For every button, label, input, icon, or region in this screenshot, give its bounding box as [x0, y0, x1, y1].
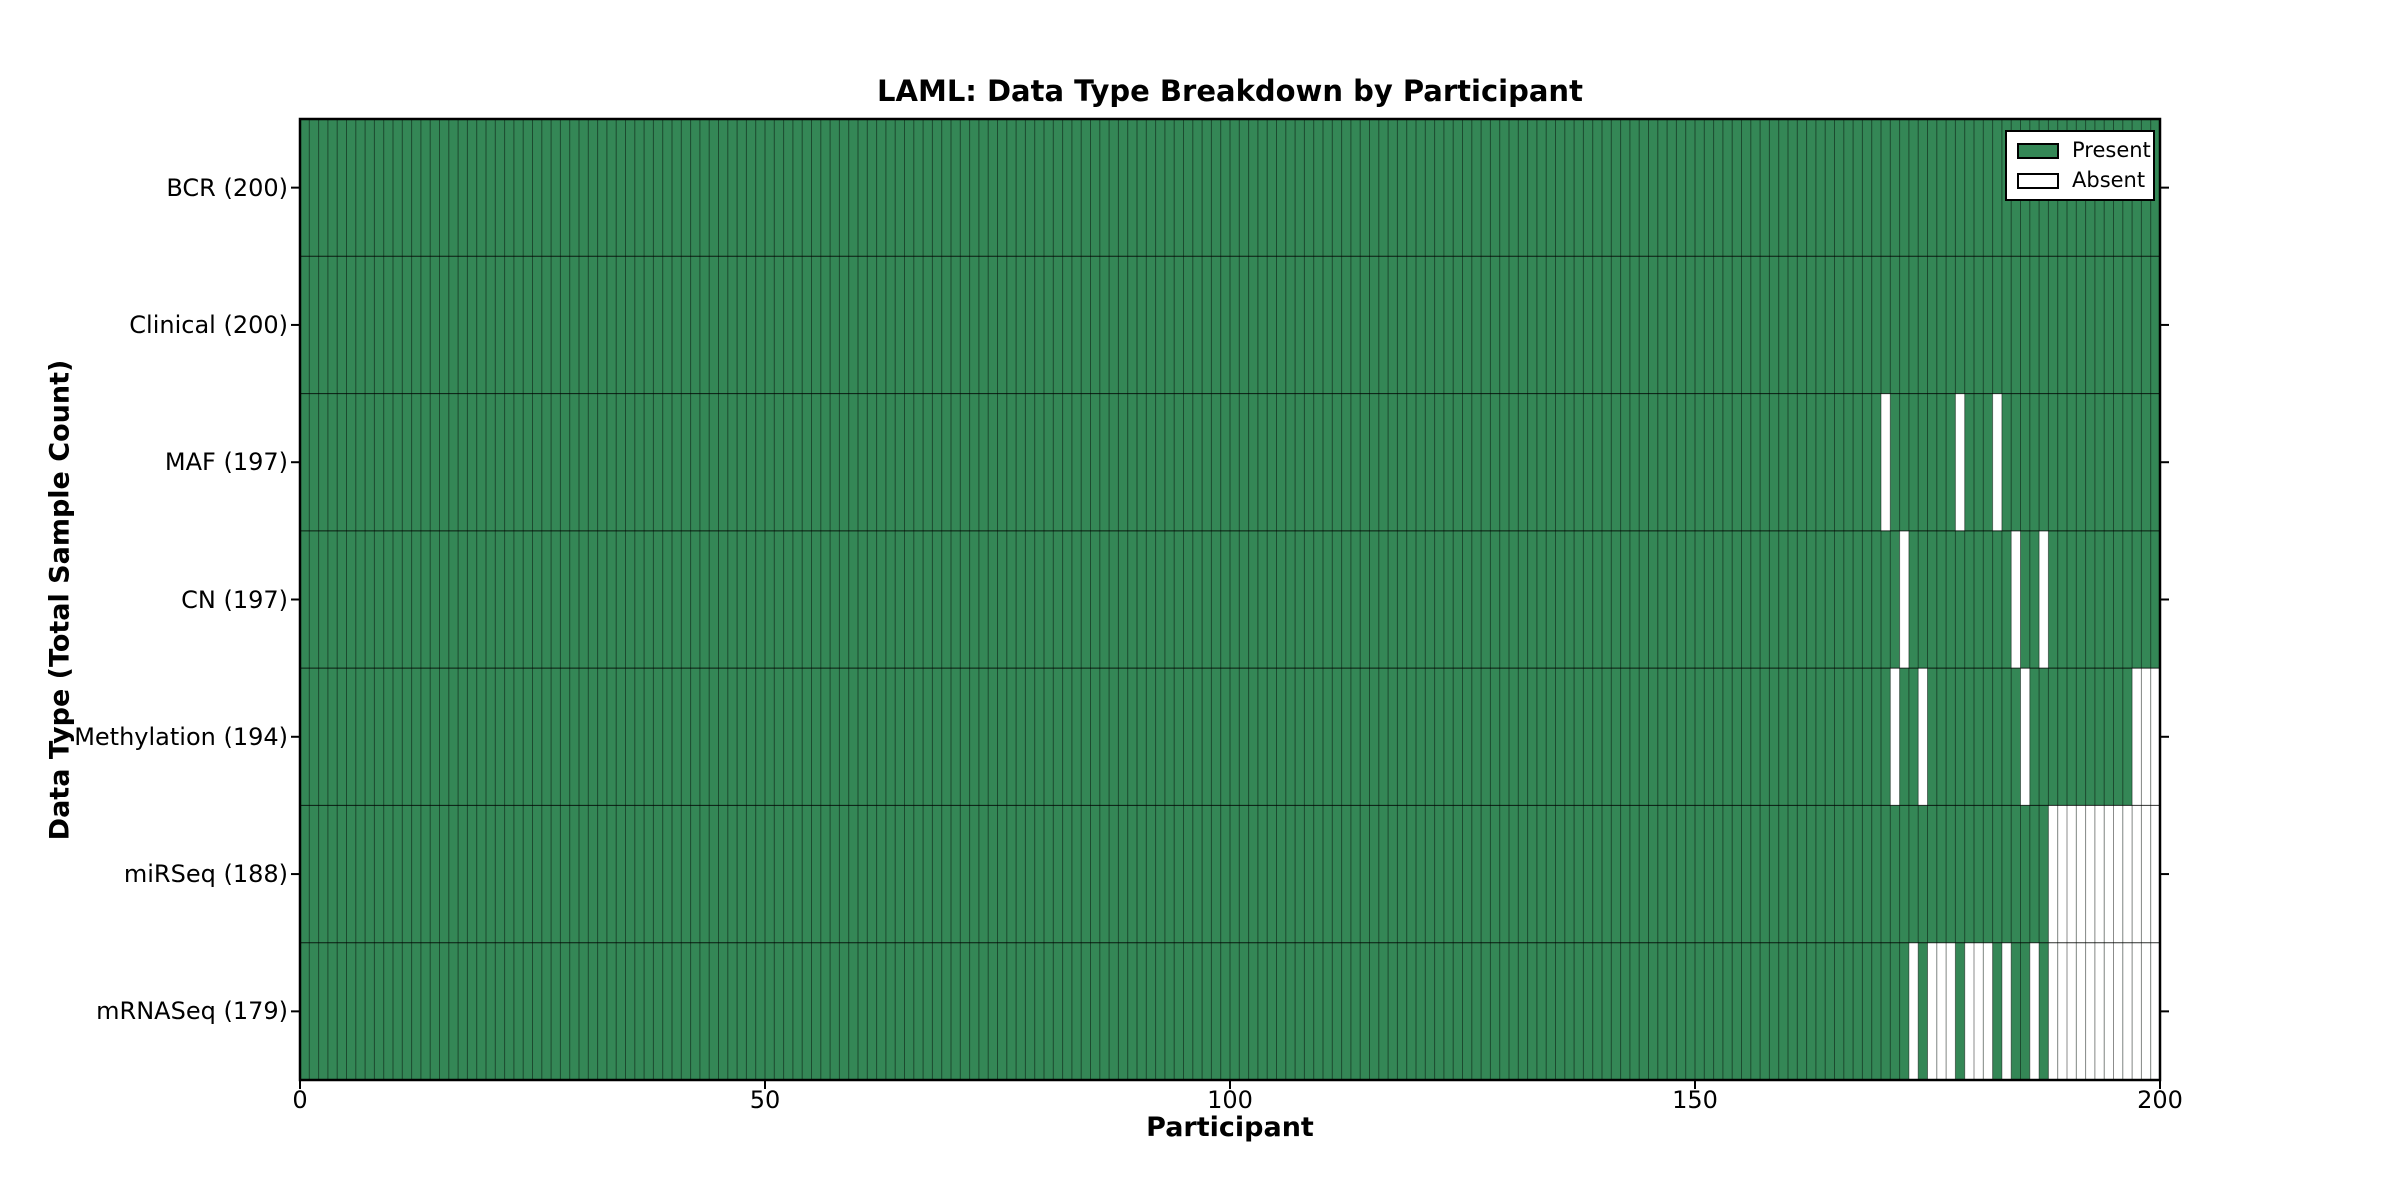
absent-cell	[2104, 805, 2114, 943]
y-tick-label: Clinical (200)	[129, 310, 288, 339]
absent-cell	[2141, 942, 2151, 1080]
absent-cell	[2067, 805, 2077, 943]
x-tick-label: 150	[1672, 1086, 1718, 1114]
absent-cell	[2113, 942, 2123, 1080]
x-axis-title: Participant	[1146, 1112, 1314, 1143]
absent-cell	[2085, 942, 2095, 1080]
absent-cell	[1890, 668, 1900, 806]
absent-swatch-icon	[2017, 172, 2059, 189]
absent-cell	[2048, 805, 2058, 943]
absent-cell	[2122, 805, 2133, 943]
absent-cell	[2104, 942, 2114, 1080]
absent-cell	[2001, 942, 2012, 1080]
legend-label-present: Present	[2072, 138, 2151, 162]
absent-cell	[2113, 805, 2123, 943]
x-tick-label: 50	[749, 1086, 781, 1114]
absent-cell	[1881, 393, 1891, 531]
absent-cell	[1936, 942, 1947, 1080]
absent-cell	[1908, 942, 1919, 1080]
absent-cell	[1964, 942, 1974, 1080]
absent-cell	[2132, 668, 2142, 806]
absent-cell	[2150, 805, 2160, 943]
y-tick-label: miRSeq (188)	[123, 860, 288, 889]
absent-cell	[2141, 805, 2151, 943]
legend-item-present: Present	[2017, 140, 2151, 161]
y-tick-label: MAF (197)	[164, 448, 288, 477]
absent-cell	[2132, 805, 2142, 943]
absent-cell	[2011, 530, 2021, 669]
absent-cell	[2048, 942, 2058, 1080]
legend: Present Absent	[2005, 130, 2155, 201]
x-tick-label: 200	[2137, 1086, 2183, 1114]
absent-cell	[2150, 668, 2160, 806]
absent-cell	[2085, 805, 2095, 943]
x-tick-label: 100	[1207, 1086, 1253, 1114]
absent-cell	[2076, 942, 2086, 1080]
y-tick-label: CN (197)	[181, 585, 288, 614]
absent-cell	[1992, 393, 2002, 531]
absent-cell	[2141, 668, 2151, 806]
presence-grid	[291, 117, 2169, 1089]
plot-area	[291, 117, 2169, 1089]
absent-cell	[1974, 942, 1984, 1080]
absent-cell	[1927, 942, 1937, 1080]
y-tick-label: BCR (200)	[166, 173, 288, 202]
absent-cell	[2150, 942, 2160, 1080]
plot-border	[298, 117, 2162, 1082]
absent-cell	[2057, 805, 2067, 943]
present-background	[300, 119, 2160, 1080]
absent-cell	[2067, 942, 2077, 1080]
absent-cell	[2020, 668, 2030, 806]
absent-cell	[2094, 942, 2105, 1080]
absent-cell	[2122, 942, 2133, 1080]
y-tick-label: mRNASeq (179)	[96, 997, 288, 1026]
absent-cell	[2039, 530, 2049, 669]
absent-cell	[1983, 942, 1993, 1080]
absent-cell	[2029, 942, 2040, 1080]
absent-cell	[1899, 530, 1909, 669]
present-swatch-icon	[2017, 142, 2059, 159]
absent-cell	[2057, 942, 2067, 1080]
absent-cell	[2132, 942, 2142, 1080]
absent-cell	[2094, 805, 2105, 943]
absent-cell	[1918, 668, 1928, 806]
absent-cell	[1955, 393, 1965, 531]
y-tick-label: Methylation (194)	[74, 722, 288, 751]
chart-title: LAML: Data Type Breakdown by Participant	[877, 74, 1583, 108]
x-tick-label: 0	[292, 1086, 308, 1114]
absent-cell	[2076, 805, 2086, 943]
absent-cell	[1946, 942, 1956, 1080]
legend-label-absent: Absent	[2072, 168, 2146, 192]
legend-item-absent: Absent	[2017, 168, 2146, 192]
